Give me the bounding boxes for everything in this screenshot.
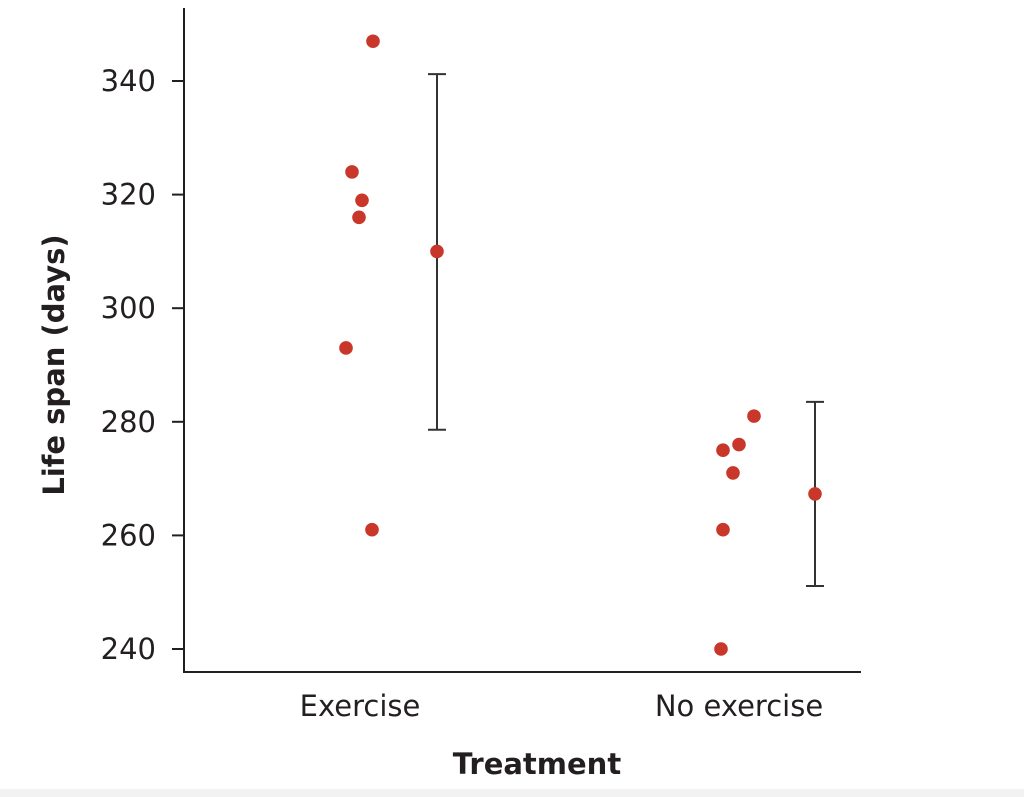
data-point	[714, 642, 728, 656]
x-axis-title: Treatment	[453, 747, 622, 781]
mean-point	[430, 244, 444, 259]
y-tick-label: 260	[101, 518, 156, 552]
data-point	[366, 34, 380, 49]
y-axis-title: Life span (days)	[37, 234, 71, 495]
data-point	[355, 193, 369, 208]
y-tick-label: 320	[101, 178, 156, 212]
data-point	[345, 165, 359, 179]
data-point	[732, 437, 746, 452]
data-point	[716, 522, 730, 537]
y-tick-label: 280	[101, 405, 156, 439]
y-tick-label: 300	[101, 291, 156, 325]
x-category-label-exercise: Exercise	[300, 689, 421, 723]
bottom-strip	[0, 789, 1024, 797]
x-category-label-no-exercise: No exercise	[655, 689, 823, 723]
data-point	[352, 210, 366, 225]
data-point	[716, 443, 730, 458]
mean-point	[808, 487, 822, 501]
y-tick-label: 240	[101, 632, 156, 666]
data-point	[726, 466, 740, 480]
data-point	[339, 341, 353, 355]
data-point	[365, 522, 379, 537]
y-tick-label: 340	[101, 64, 156, 98]
data-point	[747, 409, 761, 423]
